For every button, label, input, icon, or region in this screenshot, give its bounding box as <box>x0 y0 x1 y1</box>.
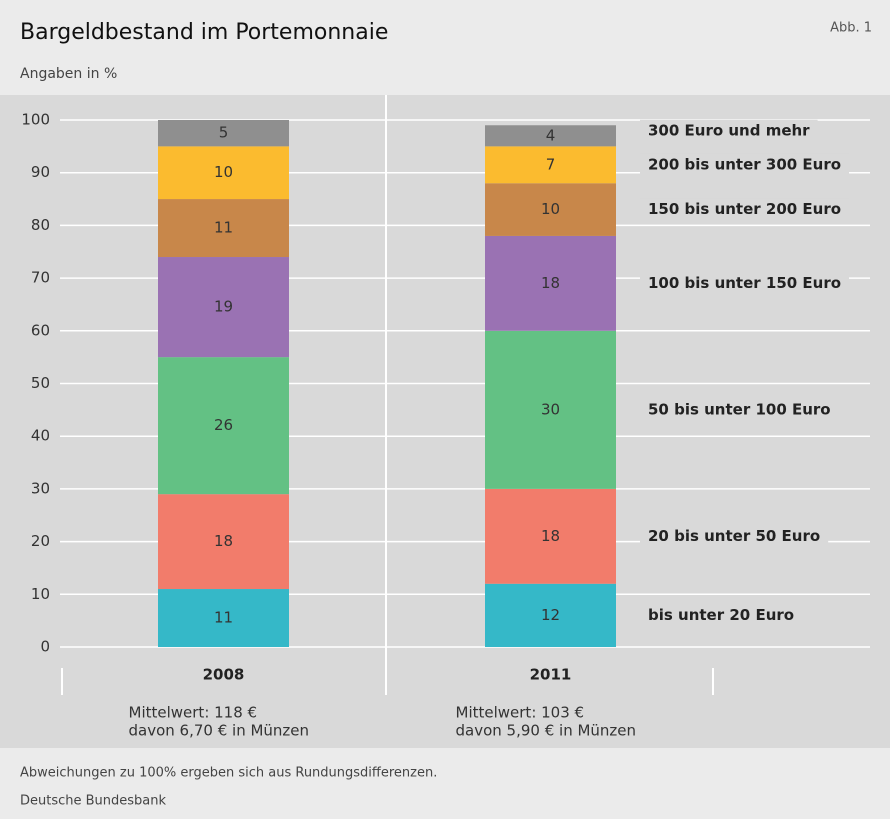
y-tick-label: 40 <box>31 427 50 445</box>
legend-label: 20 bis unter 50 Euro <box>648 527 820 545</box>
legend-label: 150 bis unter 200 Euro <box>648 200 841 218</box>
legend-background <box>640 153 850 176</box>
x-tick-label: 2008 <box>203 666 245 684</box>
bar-segment <box>485 583 616 647</box>
data-label: 30 <box>541 400 560 418</box>
data-label: 18 <box>541 274 560 292</box>
footnote: Abweichungen zu 100% ergeben sich aus Ru… <box>20 766 437 781</box>
bar-segment <box>485 125 616 147</box>
legend-label: 200 bis unter 300 Euro <box>648 155 841 173</box>
bar-segment <box>158 146 289 200</box>
plot-background <box>0 95 890 748</box>
chart-title: Bargeldbestand im Portemonnaie <box>20 20 388 45</box>
bar-segment <box>485 330 616 489</box>
data-label: 18 <box>541 527 560 545</box>
y-tick-label: 60 <box>31 321 50 339</box>
subtitle: Angaben in % <box>20 66 117 82</box>
bar-segment <box>158 120 289 147</box>
y-tick-label: 20 <box>31 532 50 550</box>
figure-label: Abb. 1 <box>830 21 872 36</box>
bar-segment <box>158 357 289 495</box>
data-label: 19 <box>214 298 233 316</box>
footnote: Deutsche Bundesbank <box>20 794 167 809</box>
legend-label: 50 bis unter 100 Euro <box>648 400 831 418</box>
y-tick-label: 80 <box>31 216 50 234</box>
bar-segment <box>158 257 289 358</box>
legend-background <box>640 198 850 221</box>
data-label: 10 <box>541 200 560 218</box>
data-label: 18 <box>214 532 233 550</box>
y-tick-label: 10 <box>31 585 50 603</box>
data-label: 12 <box>541 606 560 624</box>
legend-background <box>640 604 803 627</box>
data-label: 11 <box>214 219 233 237</box>
x-tick-label: 2011 <box>530 666 572 684</box>
category-note: davon 5,90 € in Münzen <box>456 722 637 740</box>
legend-background <box>640 272 850 295</box>
y-tick-label: 0 <box>40 638 50 656</box>
category-note: Mittelwert: 103 € <box>456 704 585 722</box>
bar-segment <box>485 183 616 236</box>
category-note: Mittelwert: 118 € <box>129 704 258 722</box>
legend-background <box>640 119 818 142</box>
y-tick-label: 90 <box>31 163 50 181</box>
data-label: 5 <box>219 124 229 142</box>
bar-segment <box>485 146 616 184</box>
y-tick-label: 100 <box>21 111 50 129</box>
data-label: 11 <box>214 609 233 627</box>
bar-segment <box>158 199 289 258</box>
y-tick-label: 50 <box>31 374 50 392</box>
bar-segment <box>485 235 616 331</box>
bar-segment <box>485 488 616 584</box>
legend-label: 300 Euro und mehr <box>648 121 810 139</box>
bar-segment <box>158 494 289 590</box>
data-label: 10 <box>214 163 233 181</box>
data-label: 26 <box>214 416 233 434</box>
category-note: davon 6,70 € in Münzen <box>129 722 310 740</box>
bar-segment <box>158 589 289 647</box>
legend-label: 100 bis unter 150 Euro <box>648 274 841 292</box>
legend-background <box>640 525 829 548</box>
y-tick-label: 30 <box>31 479 50 497</box>
data-label: 4 <box>546 126 556 144</box>
legend-background <box>640 398 839 421</box>
y-tick-label: 70 <box>31 269 50 287</box>
legend-label: bis unter 20 Euro <box>648 606 794 624</box>
data-label: 7 <box>546 155 556 173</box>
